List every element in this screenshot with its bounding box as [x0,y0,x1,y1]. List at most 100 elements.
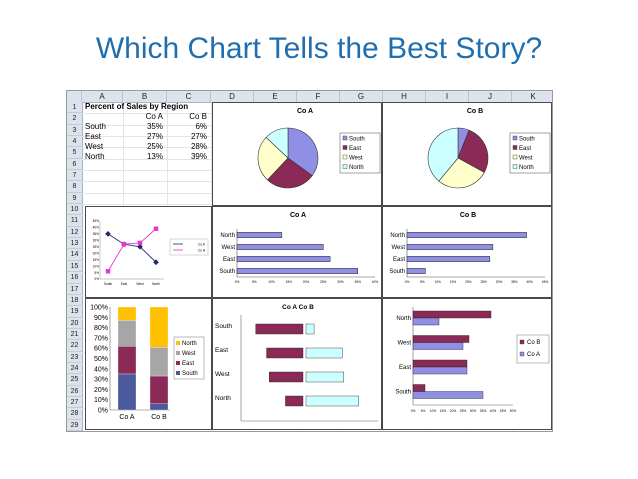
clustered-legend-label: Co B [527,340,540,346]
line-ytick-label: 45% [93,219,100,223]
stack-segment-west [149,347,169,377]
row-header-2[interactable]: 2 [67,113,82,125]
clustered-bar-co-b-south [412,384,426,392]
co-b-north[interactable]: 39% [190,152,207,161]
stack-category-label: Co A [119,414,135,421]
row-header-11[interactable]: 11 [67,215,82,227]
row-header-25[interactable]: 25 [67,374,82,386]
line-point-co-b [121,242,127,247]
pie-co-a-slice-east [267,157,313,189]
line-ytick-label: 10% [93,264,100,268]
bar-co-b-bar-south [406,268,426,274]
column-header-j[interactable]: J [469,91,512,102]
region-west[interactable]: West [85,142,104,151]
pie-co-b-legend-swatch-north [512,164,518,169]
column-header-h[interactable]: H [383,91,426,102]
region-south[interactable]: South [85,122,106,131]
column-header-b[interactable]: B [123,91,167,102]
stack-segment-north [117,306,137,321]
bar-co-a-bar-south [236,268,358,274]
row-header-14[interactable]: 14 [67,249,82,261]
row-header-26[interactable]: 26 [67,386,82,397]
clustered-bar-chart[interactable]: North West East South 0% 5% 10% 15% 20% 25% 30% 35%… [382,298,552,430]
clustered-category-label: East [399,365,411,371]
row-header-18[interactable]: 18 [67,295,82,307]
row-header-22[interactable]: 22 [67,340,82,352]
pie-chart-co-a[interactable]: Co A South East West North [212,102,382,206]
row-header-9[interactable]: 9 [67,193,82,205]
bar-co-b-xtick-label: 0% [405,280,410,284]
diverging-bar-chart[interactable]: Co A Co B South East West North [212,298,382,430]
column-header-a[interactable]: A [82,91,123,102]
co-b-east[interactable]: 27% [190,132,207,141]
row-header-4[interactable]: 4 [67,136,82,148]
stack-category-label: Co B [151,414,167,421]
stacked-column-chart[interactable]: 0% 10% 20% 30% 40% 50% 60% 70% 80% 90% 100% Co A Co … [85,298,212,430]
pie-chart-co-b[interactable]: Co B South East West North [382,102,552,206]
bar-chart-co-a[interactable]: Co A North West East South 0% 5% 10% 15% 20% 25% 30… [212,206,382,298]
co-a-east[interactable]: 27% [146,132,163,141]
bar-co-b-bar-west [406,244,494,250]
row-header-21[interactable]: 21 [67,329,82,341]
row-header-23[interactable]: 23 [67,352,82,363]
diverging-bar-co-a-west [269,371,304,383]
column-header-f[interactable]: F [297,91,340,102]
select-all-corner[interactable] [67,91,82,102]
row-header-15[interactable]: 15 [67,261,82,273]
table-title[interactable]: Percent of Sales by Region [85,102,189,111]
row-header-24[interactable]: 24 [67,363,82,375]
column-header-i[interactable]: I [426,91,469,102]
row-header-13[interactable]: 13 [67,238,82,250]
region-north[interactable]: North [85,152,105,161]
pie-co-b-slice-north [427,127,459,182]
row-header-6[interactable]: 6 [67,159,82,171]
clustered-legend-box [516,334,550,364]
column-header-g[interactable]: G [340,91,383,102]
pie-co-a-title: Co A [297,108,313,115]
row-header-5[interactable]: 5 [67,147,82,159]
stack-ytick-label: 20% [94,387,108,394]
row-header-29[interactable]: 29 [67,420,82,431]
line-chart[interactable]: 0% 5% 10% 15% 20% 25% 30% 35% 40% 45% South East Wes… [85,206,212,298]
row-header-19[interactable]: 19 [67,306,82,318]
co-a-south[interactable]: 35% [146,122,163,131]
co-a-west[interactable]: 25% [146,142,163,151]
row-header-1[interactable]: 1 [67,102,82,114]
clustered-category-label: North [396,316,411,322]
bar-co-b-category-label: South [389,269,405,275]
stack-legend-label-north: North [182,341,197,347]
row-header-16[interactable]: 16 [67,272,82,284]
diverging-bar-co-a-east [266,347,304,359]
stack-ytick-label: 90% [94,315,108,322]
stack-segment-north [149,306,169,348]
row-header-3[interactable]: 3 [67,125,82,137]
column-header-k[interactable]: K [512,91,552,102]
header-co-a[interactable]: Co A [145,112,163,121]
stack-segment-west [117,320,137,347]
co-b-south[interactable]: 6% [195,122,207,131]
row-header-7[interactable]: 7 [67,170,82,182]
row-header-12[interactable]: 12 [67,227,82,239]
row-header-28[interactable]: 28 [67,408,82,420]
stack-ytick-label: 70% [94,335,108,342]
row-header-17[interactable]: 17 [67,284,82,295]
column-header-d[interactable]: D [211,91,254,102]
column-header-c[interactable]: C [167,91,211,102]
diverging-category-label: East [215,347,228,354]
co-b-west[interactable]: 28% [190,142,207,151]
line-point-co-a [105,231,111,237]
clustered-legend-swatch [519,339,525,345]
region-east[interactable]: East [85,132,102,141]
row-header-10[interactable]: 10 [67,204,82,216]
line-ytick-label: 30% [93,239,100,243]
clustered-bar-co-b-east [412,359,468,368]
bar-chart-co-b[interactable]: Co B North West East South 0% 5% 10% 15% 20% 25% 30… [382,206,552,298]
column-header-e[interactable]: E [254,91,297,102]
row-header-27[interactable]: 27 [67,397,82,409]
row-header-20[interactable]: 20 [67,318,82,329]
clustered-legend-label: Co A [527,352,540,358]
co-a-north[interactable]: 13% [146,152,163,161]
line-ytick-label: 35% [93,232,100,236]
header-co-b[interactable]: Co B [189,112,207,121]
row-header-8[interactable]: 8 [67,181,82,193]
